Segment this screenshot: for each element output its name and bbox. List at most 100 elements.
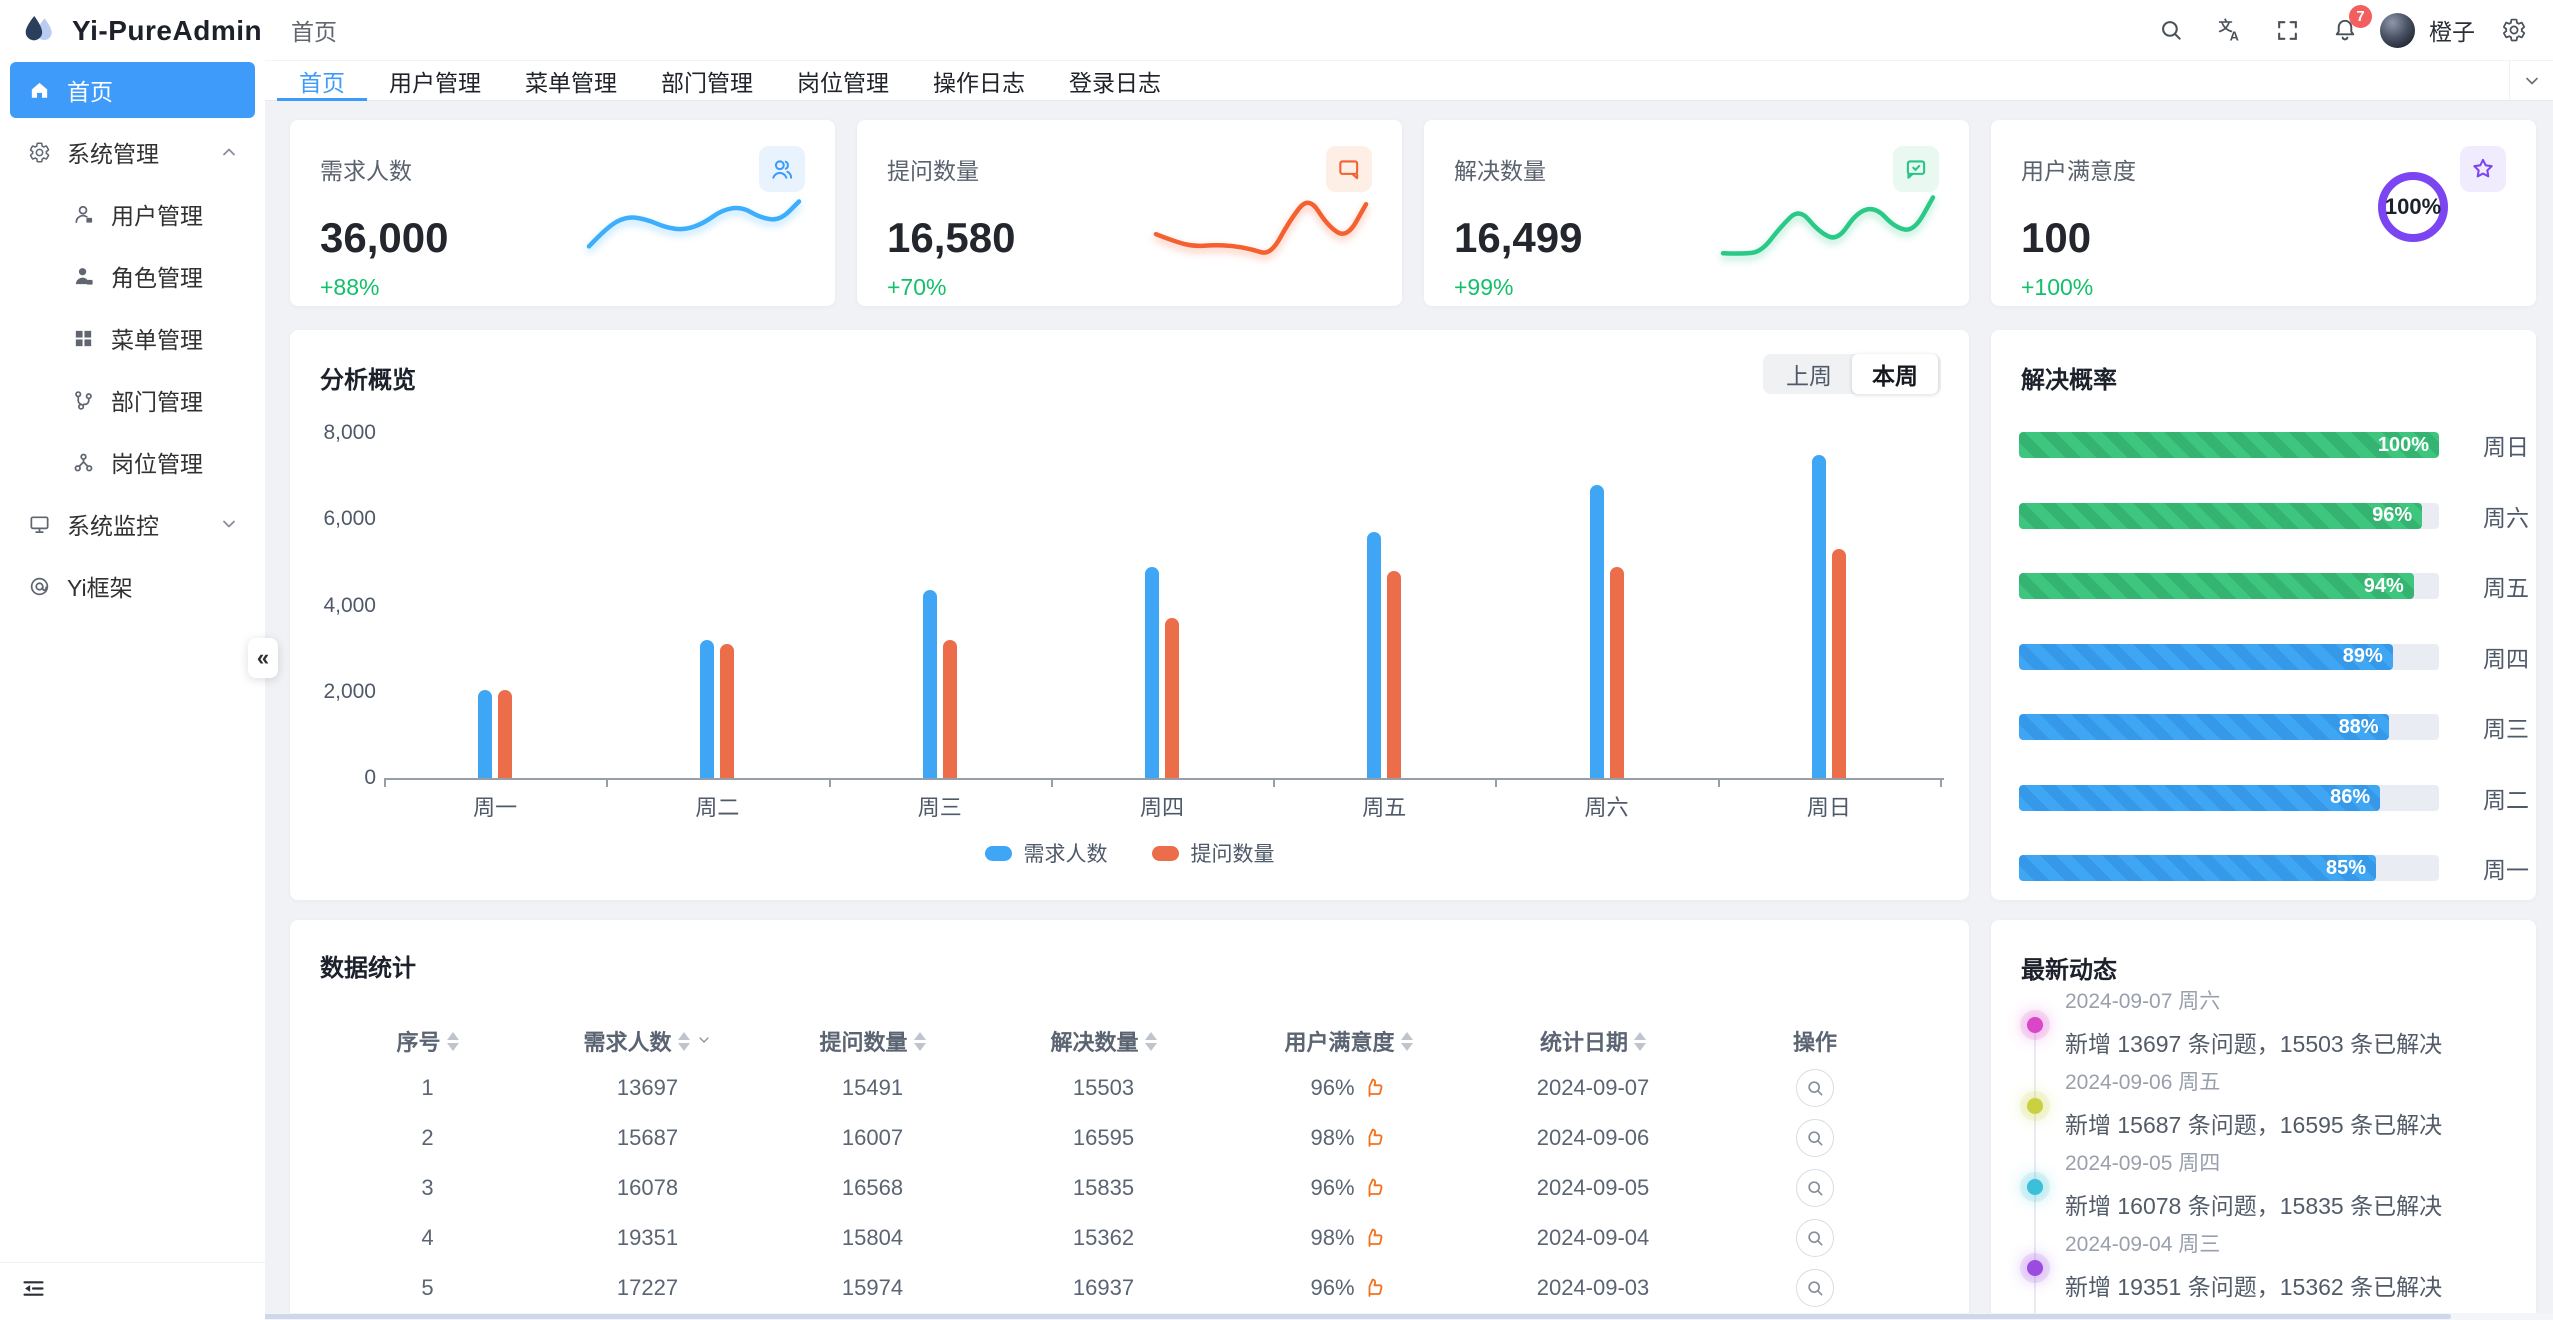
search-button[interactable] — [2148, 7, 2194, 53]
column-header-1[interactable]: 需求人数 — [535, 1019, 760, 1063]
tab-4[interactable]: 岗位管理 — [797, 69, 889, 96]
sort-carets-icon[interactable] — [446, 1031, 459, 1051]
bar-需求人数-周四 — [1144, 566, 1159, 778]
menu-fold-icon[interactable] — [20, 1275, 47, 1302]
toggle-this-week[interactable]: 本周 — [1852, 354, 1938, 394]
app-logo[interactable]: Yi-PureAdmin — [0, 0, 265, 62]
solve-rate-card: 解决概率 100% 周日 96% 周六 94% 周五 89% 周四 88% 周三 86% 周二 85% 周… — [1991, 330, 2536, 900]
timeline-text: 新增 19351 条问题，15362 条已解决 — [2065, 1274, 2443, 1300]
sparkline — [1153, 184, 1369, 273]
y-tick-label: 0 — [364, 766, 376, 789]
stat-card-value: 100 — [2021, 214, 2092, 261]
fullscreen-button[interactable] — [2264, 7, 2310, 53]
table-cell: 16937 — [1072, 1275, 1135, 1300]
sidebar-item-user-management[interactable]: 用户管理 — [10, 186, 255, 242]
chart-legend: 需求人数 提问数量 — [290, 838, 1969, 868]
table-cell-actions — [1711, 1263, 1919, 1313]
tab-6[interactable]: 登录日志 — [1069, 69, 1161, 96]
progress-track: 96% — [2019, 502, 2439, 529]
stat-card-delta: +88% — [320, 274, 380, 300]
fullscreen-icon — [2277, 20, 2297, 40]
tab-5[interactable]: 操作日志 — [933, 69, 1025, 96]
bar-group-周三 — [829, 433, 1051, 778]
droplet-icon — [25, 15, 52, 41]
notifications-button[interactable]: 7 — [2322, 5, 2372, 53]
breadcrumb: 首页 — [291, 19, 337, 45]
progress-fill: 85% — [2019, 855, 2376, 881]
legend-item-提问数量[interactable]: 提问数量 — [1151, 838, 1275, 868]
column-header-label: 操作 — [1792, 1030, 1837, 1055]
table-cell: 15835 — [1072, 1175, 1135, 1200]
sidebar-item-label: 系统管理 — [67, 141, 159, 167]
column-header-3[interactable]: 解决数量 — [985, 1019, 1222, 1063]
bar-提问数量-周六 — [1609, 566, 1624, 778]
x-axis-line — [384, 778, 1944, 780]
sort-carets-icon[interactable] — [1634, 1031, 1646, 1051]
sidebar-item-yi-framework[interactable]: Yi框架 — [10, 558, 255, 614]
row-view-button[interactable] — [1796, 1069, 1834, 1107]
settings-button[interactable] — [2491, 7, 2537, 53]
sidebar-item-post-management[interactable]: 岗位管理 — [10, 434, 255, 490]
stat-card-delta: +99% — [1454, 274, 1514, 300]
sort-carets-icon[interactable] — [1400, 1031, 1413, 1051]
toggle-last-week[interactable]: 上周 — [1786, 363, 1832, 389]
filter-chevron-icon[interactable] — [696, 1028, 712, 1054]
progress-day-label: 周四 — [2483, 645, 2529, 672]
timeline-item-2: 2024-09-06 周五 新增 15687 条问题，16595 条已解决 — [2021, 1066, 2511, 1140]
table-cell: 15687 — [616, 1125, 679, 1150]
tab-3[interactable]: 部门管理 — [661, 69, 753, 96]
sidebar-collapse-handle[interactable]: « — [248, 638, 278, 678]
user-group-icon — [759, 146, 805, 192]
gear-icon — [29, 141, 50, 163]
sort-carets-icon[interactable] — [913, 1031, 926, 1051]
table-cell: 13697 — [616, 1075, 679, 1100]
table-cell-actions — [1711, 1213, 1919, 1263]
table-cell: 17227 — [616, 1275, 679, 1300]
stat-card-head: 解决数量 — [1454, 146, 1939, 192]
row-view-button[interactable] — [1796, 1269, 1834, 1307]
data-statistics-card: 数据统计 序号 需求人数 提问数量 解决数量 用户满意度 统计日期 操作 1 13697 154… — [290, 920, 1969, 1320]
user-menu[interactable]: 橙子 — [2380, 7, 2479, 53]
column-header-0[interactable]: 序号 — [320, 1019, 535, 1063]
bar-需求人数-周一 — [478, 689, 493, 778]
x-tick-label: 周三 — [917, 795, 962, 820]
tabs-more-button[interactable] — [2509, 61, 2553, 100]
sidebar-item-menu-management[interactable]: 菜单管理 — [10, 310, 255, 366]
row-view-button[interactable] — [1796, 1169, 1834, 1207]
scrollbar-thumb[interactable] — [0, 1314, 2451, 1319]
column-header-label: 序号 — [396, 1030, 441, 1055]
legend-item-需求人数[interactable]: 需求人数 — [984, 838, 1108, 868]
tab-2[interactable]: 菜单管理 — [525, 69, 617, 96]
column-header-4[interactable]: 用户满意度 — [1222, 1019, 1475, 1063]
timeline-item-4: 2024-09-04 周三 新增 19351 条问题，15362 条已解决 — [2021, 1228, 2511, 1302]
horizontal-scrollbar[interactable] — [0, 1313, 2553, 1320]
x-tick — [1495, 780, 1498, 787]
row-view-button[interactable] — [1796, 1219, 1834, 1257]
column-header-2[interactable]: 提问数量 — [760, 1019, 985, 1063]
column-header-5[interactable]: 统计日期 — [1475, 1019, 1711, 1063]
row-view-button[interactable] — [1796, 1119, 1834, 1157]
sort-carets-icon[interactable] — [1144, 1031, 1157, 1051]
sidebar-item-system-management[interactable]: 系统管理 — [10, 124, 255, 180]
tab-0[interactable]: 首页 — [277, 61, 367, 101]
latest-activity-title: 最新动态 — [2021, 957, 2117, 984]
sparkline — [586, 184, 802, 273]
table-cell: 2024-09-05 — [1536, 1175, 1650, 1200]
table-header-row: 序号 需求人数 提问数量 解决数量 用户满意度 统计日期 操作 — [320, 1019, 1939, 1063]
tab-1[interactable]: 用户管理 — [389, 69, 481, 96]
sidebar-item-home[interactable]: 首页 — [10, 62, 255, 118]
sidebar-item-role-management[interactable]: 角色管理 — [10, 248, 255, 304]
sidebar-item-department-management[interactable]: 部门管理 — [10, 372, 255, 428]
stat-card-delta: +100% — [2021, 274, 2094, 300]
column-header-label: 解决数量 — [1050, 1030, 1139, 1055]
avatar — [2380, 12, 2415, 48]
sort-carets-icon[interactable] — [677, 1031, 690, 1051]
table-row-1: 1 13697 15491 15503 96% 2024-09-07 — [320, 1063, 1939, 1113]
solve-rate-title: 解决概率 — [2021, 367, 2117, 394]
sidebar-item-system-monitor[interactable]: 系统监控 — [10, 496, 255, 552]
thumb-up-icon — [1363, 1126, 1387, 1150]
solve-rate-row-周一: 85% 周一 — [2019, 851, 2529, 885]
sidebar-item-label: 用户管理 — [111, 203, 203, 229]
